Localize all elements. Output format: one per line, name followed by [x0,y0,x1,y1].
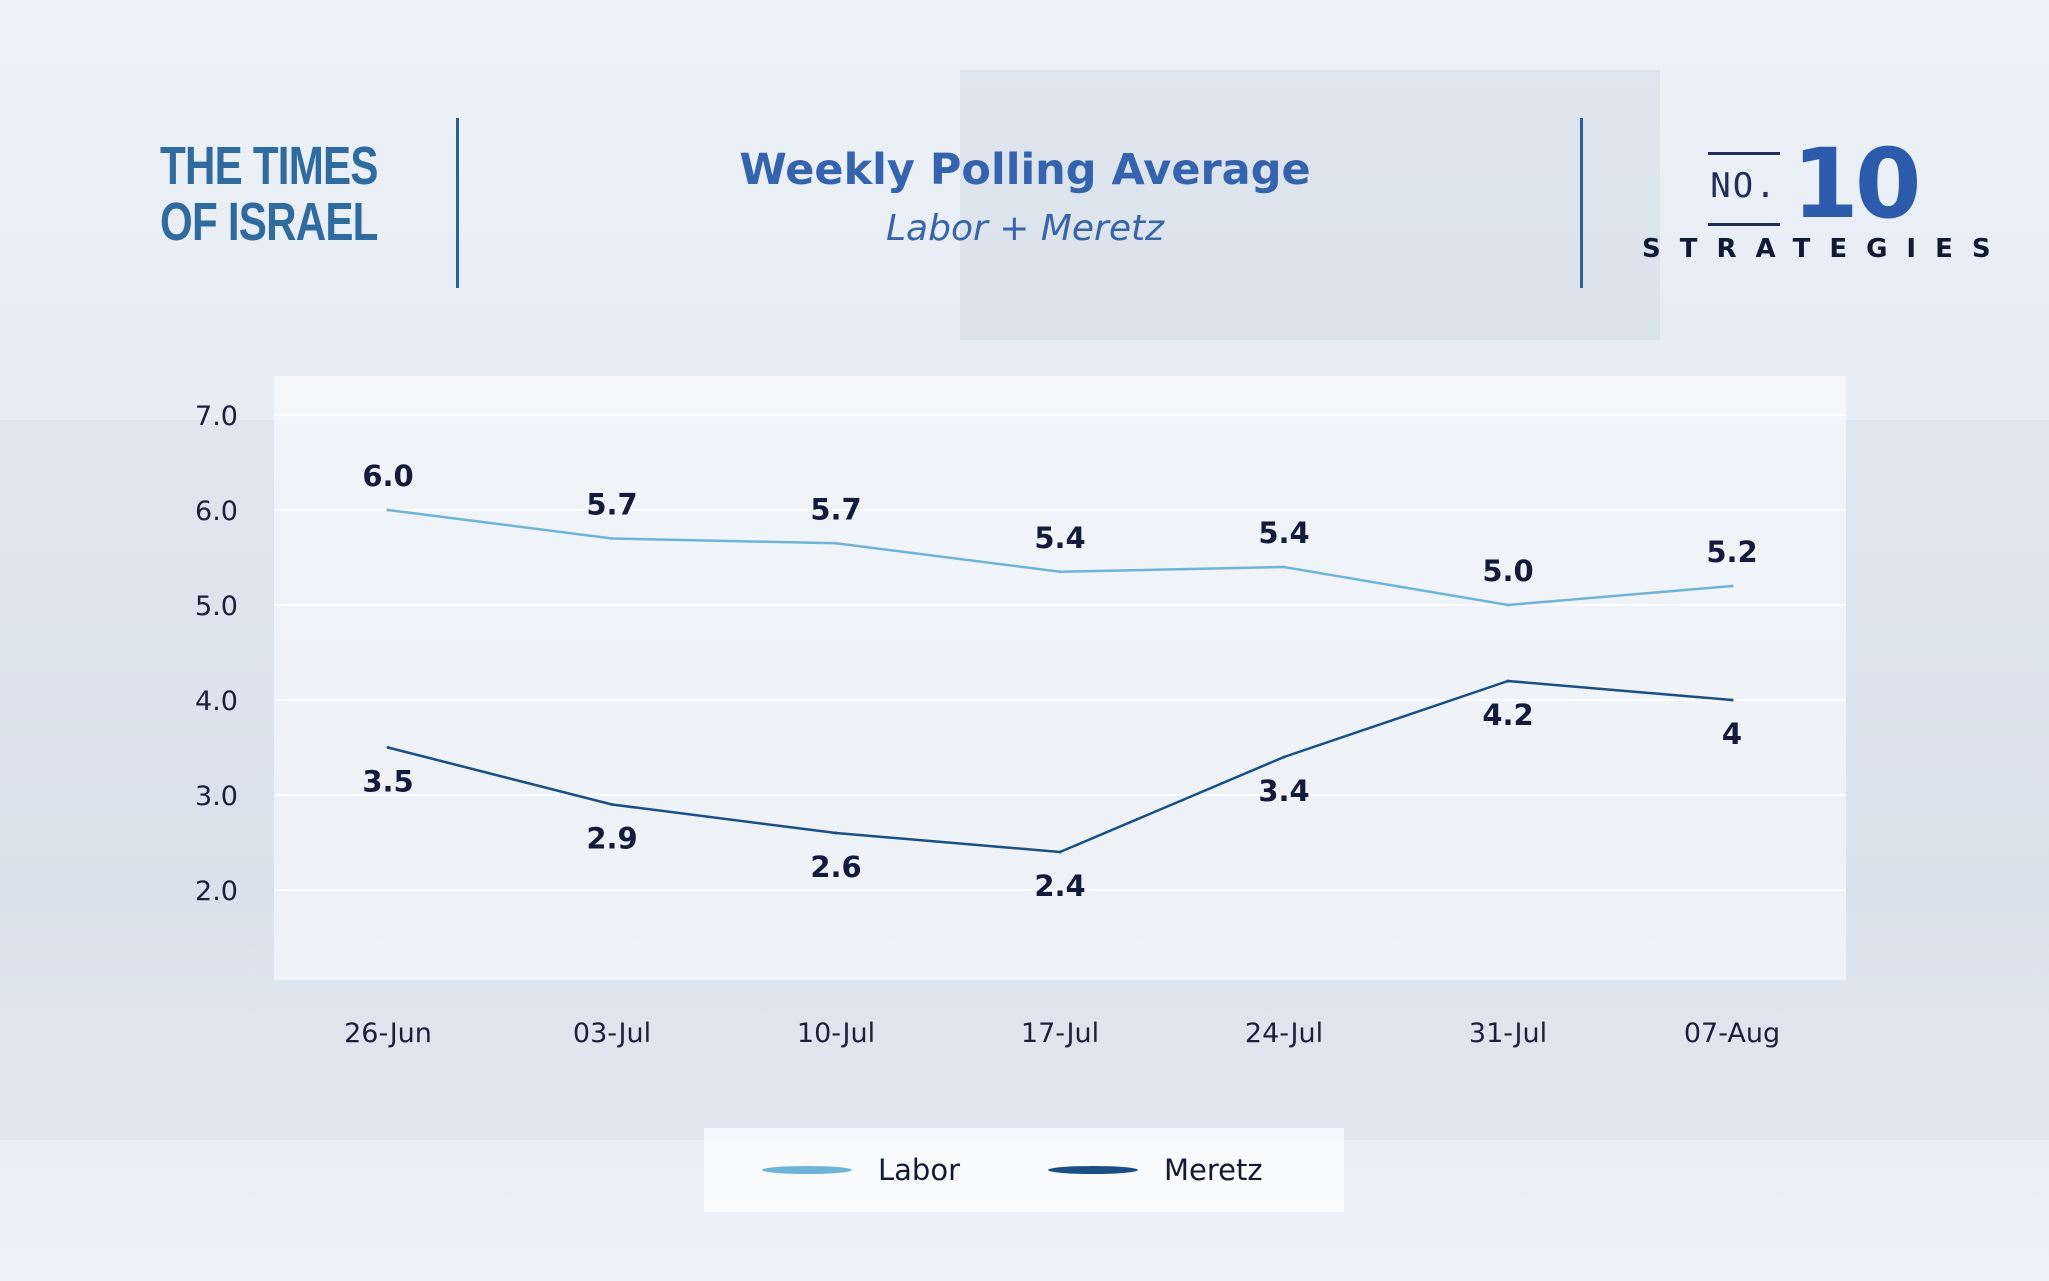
x-tick-label: 26-Jun [344,1018,432,1049]
data-point-meretz [1506,679,1510,683]
grid-lines [274,414,1846,891]
data-label-labor: 5.7 [810,492,861,526]
legend-item-meretz: Meretz [1048,1128,1263,1212]
brand-logo-word: STRATEGIES [1642,234,2010,264]
x-tick-label: 24-Jul [1245,1018,1323,1049]
data-point-meretz [834,831,838,835]
legend-label-meretz: Meretz [1164,1153,1263,1187]
data-label-meretz: 4.2 [1482,698,1533,732]
data-label-meretz: 2.6 [810,850,861,884]
brand-logo-number: 10 [1792,128,1922,240]
legend-swatch-meretz [1048,1166,1138,1174]
data-point-labor [1058,570,1062,574]
data-point-meretz [1730,698,1734,702]
data-label-labor: 5.4 [1258,516,1309,550]
data-label-labor: 5.0 [1482,554,1533,588]
data-point-labor [386,508,390,512]
data-point-meretz [1282,755,1286,759]
data-point-meretz [610,803,614,806]
legend-item-labor: Labor [762,1128,960,1212]
legend-label-labor: Labor [878,1153,961,1187]
y-tick-label: 4.0 [195,686,238,717]
data-label-labor: 6.0 [362,459,413,493]
data-labels: 6.0 5.7 5.7 5.4 5.4 5.0 5.2 3.5 2.9 2.6 2.4 3.4 4.2 4 [362,459,1757,903]
legend: Labor Meretz [704,1128,1344,1212]
y-tick-label: 5.0 [195,591,238,622]
data-label-labor: 5.4 [1034,521,1085,555]
data-label-meretz: 4 [1722,717,1742,751]
legend-swatch-labor [762,1166,852,1174]
y-tick-label: 3.0 [195,781,238,812]
brand-logo-no: NO. [1708,152,1780,226]
y-tick-label: 2.0 [195,876,238,907]
x-tick-label: 10-Jul [797,1018,875,1049]
data-label-meretz: 2.9 [586,822,637,856]
chart-title: Weekly Polling Average [739,145,1311,195]
background-photo-overlay [960,70,1660,340]
header-divider-right [1580,118,1583,288]
x-tick-label: 07-Aug [1684,1018,1780,1049]
data-point-meretz [1058,850,1062,854]
data-point-labor [1730,584,1734,588]
data-point-labor [1506,603,1510,607]
y-axis-ticks: 7.0 6.0 5.0 4.0 3.0 2.0 [195,401,238,907]
x-tick-label: 31-Jul [1469,1018,1547,1049]
brand-logo: NO. 10 STRATEGIES [1640,128,2010,270]
data-label-meretz: 3.4 [1258,774,1309,808]
data-label-labor: 5.2 [1706,535,1757,569]
data-point-meretz [386,746,390,749]
series-lines [386,508,1734,854]
header-divider-left [456,118,459,288]
data-label-labor: 5.7 [586,488,637,522]
data-label-meretz: 2.4 [1034,869,1085,903]
x-axis-ticks: 26-Jun 03-Jul 10-Jul 17-Jul 24-Jul 31-Jul 07-A… [344,1018,1780,1049]
data-point-labor [834,541,838,545]
y-tick-label: 7.0 [195,401,238,432]
x-tick-label: 03-Jul [573,1018,651,1049]
x-tick-label: 17-Jul [1021,1018,1099,1049]
y-tick-label: 6.0 [195,496,238,527]
chart-subtitle: Labor + Meretz [885,208,1164,249]
data-point-labor [1282,565,1286,569]
plot-area [274,376,1846,980]
data-label-meretz: 3.5 [362,765,413,799]
data-point-labor [610,537,614,540]
